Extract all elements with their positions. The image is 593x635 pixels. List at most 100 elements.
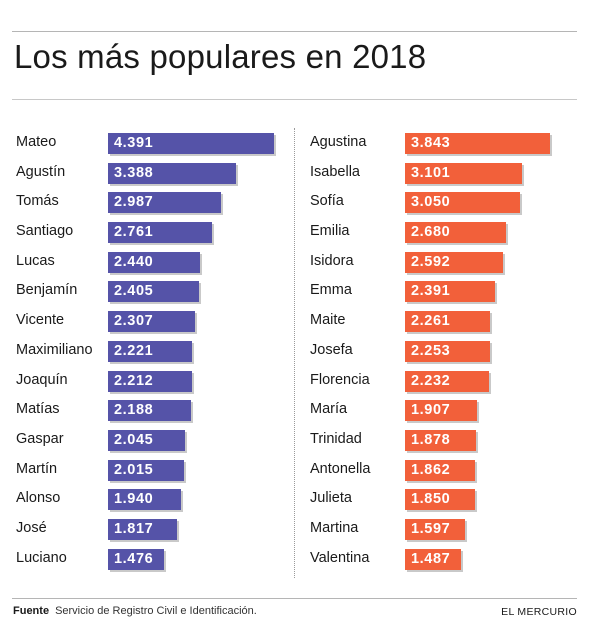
- category-label: Alonso: [16, 490, 61, 507]
- bar: 2.405: [108, 281, 199, 303]
- bar: 3.843: [405, 133, 550, 154]
- footer-rule: [12, 598, 577, 599]
- bar-row: Emilia 2.680: [308, 219, 578, 249]
- data-label: 2.307: [114, 313, 154, 330]
- bar: 2.015: [108, 459, 184, 481]
- category-label: Antonella: [310, 460, 371, 477]
- data-label: 2.253: [411, 342, 451, 359]
- data-label: 1.487: [411, 550, 451, 567]
- bar-row: Martín 2.015: [14, 457, 284, 487]
- bar-row: Florencia 2.232: [308, 368, 578, 398]
- data-label: 2.592: [411, 253, 451, 270]
- data-label: 2.405: [114, 283, 154, 300]
- category-label: Maite: [310, 312, 346, 329]
- category-label: Vicente: [16, 312, 65, 329]
- bar: 2.232: [405, 370, 489, 392]
- data-label: 2.188: [114, 402, 154, 419]
- data-label: 4.391: [114, 135, 154, 151]
- data-label: 1.850: [411, 491, 451, 508]
- data-label: 3.388: [114, 164, 154, 181]
- bar: 2.761: [108, 222, 212, 244]
- bar: 1.487: [405, 548, 461, 570]
- bar: 1.817: [108, 518, 177, 540]
- category-label: Isidora: [310, 252, 354, 269]
- bar: 1.878: [405, 429, 476, 451]
- bar-row: Martina 1.597: [308, 516, 578, 546]
- data-label: 2.015: [114, 461, 154, 478]
- bar-row: José 1.817: [14, 516, 284, 546]
- bar-row: Matías 2.188: [14, 397, 284, 427]
- bar-row: Alonso 1.940: [14, 486, 284, 516]
- bar-row: Agustín 3.388: [14, 160, 284, 190]
- data-label: 1.817: [114, 520, 154, 537]
- data-label: 2.680: [411, 224, 451, 241]
- data-label: 1.597: [411, 520, 451, 537]
- bar: 3.101: [405, 162, 522, 184]
- bar: 1.476: [108, 548, 164, 570]
- bar-row: Julieta 1.850: [308, 486, 578, 516]
- data-label: 1.862: [411, 461, 451, 478]
- chart-title: Los más populares en 2018: [14, 38, 427, 75]
- category-label: Luciano: [16, 549, 67, 566]
- bar-row: Mateo 4.391: [14, 130, 284, 160]
- category-label: Agustín: [16, 163, 66, 180]
- bar: 3.050: [405, 192, 520, 214]
- data-label: 2.261: [411, 313, 451, 330]
- bar-row: Luciano 1.476: [14, 546, 284, 576]
- bar-row: Benjamín 2.405: [14, 278, 284, 308]
- bar: 1.862: [405, 459, 475, 481]
- category-label: Isabella: [310, 163, 360, 180]
- panel-divider: [294, 128, 295, 578]
- category-label: Emma: [310, 282, 352, 299]
- bar-row: Vicente 2.307: [14, 308, 284, 338]
- bar: 1.940: [108, 489, 181, 511]
- category-label: Matías: [16, 401, 60, 418]
- category-label: Lucas: [16, 252, 55, 269]
- category-label: Santiago: [16, 223, 74, 240]
- bar: 2.307: [108, 311, 195, 333]
- bar: 2.253: [405, 340, 490, 362]
- category-label: Gaspar: [16, 430, 64, 447]
- data-label: 2.221: [114, 342, 154, 359]
- bar: 2.592: [405, 251, 503, 273]
- category-label: Martina: [310, 519, 359, 536]
- bar-row: Emma 2.391: [308, 278, 578, 308]
- bar: 1.850: [405, 489, 475, 511]
- bar: 2.045: [108, 429, 185, 451]
- category-label: Josefa: [310, 341, 353, 358]
- bar: 2.391: [405, 281, 495, 303]
- data-label: 1.878: [411, 431, 451, 448]
- bar-row: Trinidad 1.878: [308, 427, 578, 457]
- source-label: Fuente: [13, 605, 50, 617]
- bar-row: Tomás 2.987: [14, 189, 284, 219]
- data-label: 1.476: [114, 550, 154, 567]
- title-rule: [12, 99, 577, 100]
- data-label: 2.987: [114, 194, 154, 211]
- category-label: Agustina: [310, 134, 367, 150]
- data-label: 1.940: [114, 491, 154, 508]
- bar: 3.388: [108, 162, 236, 184]
- category-label: María: [310, 401, 348, 418]
- boys-names-chart: Mateo 4.391 Agustín 3.388 Tomás 2.987 Santiago…: [14, 130, 284, 575]
- bar-row: Isidora 2.592: [308, 249, 578, 279]
- bar-row: Sofía 3.050: [308, 189, 578, 219]
- bar-row: Santiago 2.761: [14, 219, 284, 249]
- category-label: Maximiliano: [16, 341, 93, 358]
- source-text: Servicio de Registro Civil e Identificac…: [55, 605, 257, 617]
- category-label: Sofía: [310, 193, 344, 210]
- bar: 4.391: [108, 133, 274, 154]
- brand-credit: EL MERCURIO: [501, 606, 577, 618]
- data-label: 3.050: [411, 194, 451, 211]
- bar-row: Maximiliano 2.221: [14, 338, 284, 368]
- bar-row: Isabella 3.101: [308, 160, 578, 190]
- data-label: 2.045: [114, 431, 154, 448]
- bar: 2.440: [108, 251, 200, 273]
- category-label: Emilia: [310, 223, 350, 240]
- data-label: 2.761: [114, 224, 154, 241]
- data-label: 3.101: [411, 164, 451, 181]
- category-label: Joaquín: [16, 371, 68, 388]
- bar: 2.212: [108, 370, 192, 392]
- category-label: Valentina: [310, 549, 370, 566]
- source-note: Fuente Servicio de Registro Civil e Ident…: [13, 605, 257, 617]
- bar-row: María 1.907: [308, 397, 578, 427]
